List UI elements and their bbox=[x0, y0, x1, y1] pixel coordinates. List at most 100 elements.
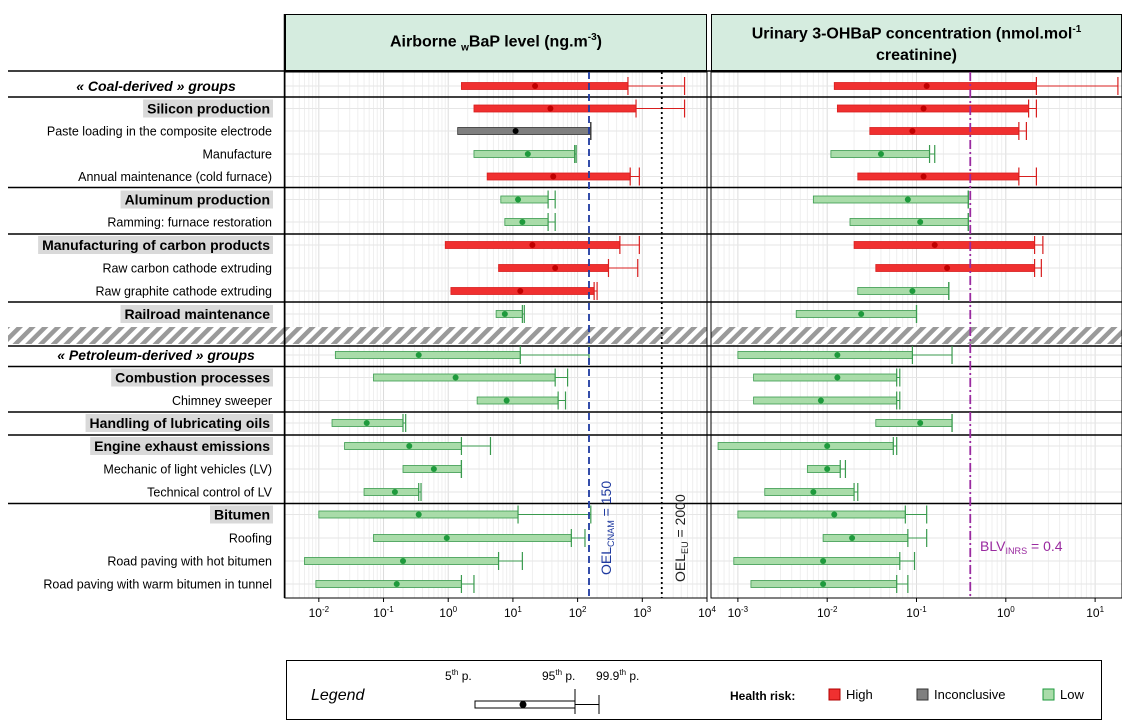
group-label: Manufacturing of carbon products bbox=[42, 237, 270, 253]
group-label-highlight bbox=[120, 305, 273, 323]
median-point bbox=[909, 128, 916, 134]
legend-graphic: Legend 5th p. 95th p. 99.9th p. Health r… bbox=[311, 668, 1084, 714]
median-point bbox=[824, 466, 831, 472]
section-label: « Coal-derived » groups bbox=[76, 78, 236, 94]
median-point bbox=[858, 311, 865, 317]
percentile-bar bbox=[733, 557, 901, 565]
legend-p5-label: 5th p. bbox=[445, 668, 472, 683]
group-label-highlight bbox=[111, 368, 273, 387]
group-label: Handling of lubricating oils bbox=[90, 415, 271, 431]
median-point bbox=[944, 265, 951, 271]
separator-hatch bbox=[711, 327, 1122, 344]
legend-p999-label: 99.9th p. bbox=[596, 668, 639, 683]
median-point bbox=[399, 558, 406, 564]
subgroup-label: Ramming: furnace restoration bbox=[107, 216, 272, 230]
percentile-bar bbox=[857, 172, 1020, 181]
median-point bbox=[452, 374, 459, 381]
percentile-bar bbox=[344, 442, 462, 450]
percentile-bar bbox=[500, 195, 549, 204]
median-point bbox=[817, 397, 824, 404]
subgroup-label: Raw graphite cathode extruding bbox=[95, 285, 272, 299]
legend-title: Legend bbox=[311, 687, 365, 704]
percentile-bar bbox=[812, 195, 969, 204]
median-point bbox=[503, 397, 510, 404]
percentile-bar bbox=[473, 104, 637, 113]
group-label-highlight bbox=[210, 505, 273, 524]
subgroup-label: Mechanic of light vehicles (LV) bbox=[103, 463, 272, 477]
median-point bbox=[501, 311, 508, 317]
median-point bbox=[552, 265, 559, 271]
percentile-bar bbox=[764, 488, 855, 496]
median-point bbox=[923, 83, 930, 89]
percentile-bar bbox=[504, 218, 549, 226]
percentile-bar bbox=[875, 264, 1035, 272]
legend-high-swatch bbox=[828, 688, 841, 701]
percentile-bar bbox=[857, 287, 950, 295]
percentile-bar bbox=[737, 351, 913, 359]
x-tick-label: 10-1 bbox=[373, 605, 394, 620]
legend-box: Legend 5th p. 95th p. 99.9th p. Health r… bbox=[286, 660, 1102, 720]
percentile-bar bbox=[457, 127, 592, 135]
median-point bbox=[931, 242, 938, 248]
median-point bbox=[532, 83, 539, 89]
percentile-bar bbox=[315, 580, 462, 588]
median-point bbox=[393, 581, 400, 587]
percentile-bar bbox=[822, 534, 909, 542]
percentile-bar bbox=[753, 396, 898, 405]
group-label: Aluminum production bbox=[125, 192, 270, 208]
percentile-bar bbox=[737, 510, 906, 519]
x-tick-label: 100 bbox=[997, 605, 1015, 620]
median-point bbox=[515, 196, 522, 203]
x-tick-label: 10-2 bbox=[309, 605, 330, 620]
median-point bbox=[363, 420, 370, 426]
subgroup-label: Chimney sweeper bbox=[172, 394, 272, 408]
percentile-bar bbox=[373, 373, 556, 382]
x-tick-label: 10-3 bbox=[728, 605, 749, 620]
percentile-bar bbox=[486, 172, 631, 181]
median-point bbox=[547, 105, 554, 112]
percentile-bar bbox=[753, 373, 898, 382]
median-point bbox=[524, 151, 531, 157]
oel-eu-label: OELEU = 2000 bbox=[672, 494, 690, 582]
percentile-bar bbox=[363, 488, 420, 496]
median-point bbox=[849, 535, 856, 541]
percentile-bar bbox=[334, 351, 521, 359]
x-tick-label: 102 bbox=[569, 605, 587, 620]
percentile-bar bbox=[849, 218, 969, 226]
panel-header-airborne: Airborne wBaP level (ng.m-3) bbox=[285, 14, 707, 71]
percentile-bar bbox=[795, 310, 917, 318]
subgroup-label: Roofing bbox=[229, 532, 272, 546]
median-point bbox=[834, 352, 841, 358]
subgroup-label: Road paving with hot bitumen bbox=[107, 555, 272, 569]
legend-high-label: High bbox=[846, 687, 873, 702]
percentile-bar bbox=[833, 82, 1037, 90]
median-point bbox=[810, 489, 817, 495]
median-point bbox=[831, 511, 838, 518]
percentile-bar bbox=[461, 82, 629, 90]
group-label-highlight bbox=[143, 99, 273, 118]
x-tick-label: 104 bbox=[698, 605, 716, 620]
x-tick-label: 100 bbox=[439, 605, 457, 620]
median-point bbox=[917, 219, 924, 225]
section-label: « Petroleum-derived » groups bbox=[57, 347, 255, 363]
median-point bbox=[529, 242, 536, 248]
median-point bbox=[415, 352, 422, 358]
median-point bbox=[512, 128, 519, 134]
percentile-bar bbox=[869, 127, 1020, 135]
separator-hatch bbox=[285, 327, 707, 344]
median-point bbox=[920, 173, 927, 180]
legend-inconclusive-label: Inconclusive bbox=[934, 687, 1006, 702]
blv-inrs-label: BLVINRS = 0.4 bbox=[980, 538, 1063, 556]
percentile-bar bbox=[473, 150, 576, 158]
percentile-bar bbox=[806, 465, 841, 473]
legend-p95-label: 95th p. bbox=[542, 668, 575, 683]
median-point bbox=[920, 105, 927, 112]
x-tick-label: 10-1 bbox=[906, 605, 927, 620]
median-point bbox=[406, 443, 413, 449]
percentile-bar bbox=[853, 241, 1035, 249]
subgroup-label: Manufacture bbox=[203, 148, 273, 162]
x-tick-label: 103 bbox=[633, 605, 651, 620]
median-point bbox=[550, 173, 557, 180]
group-label-highlight bbox=[85, 414, 273, 432]
group-label: Silicon production bbox=[147, 101, 270, 117]
